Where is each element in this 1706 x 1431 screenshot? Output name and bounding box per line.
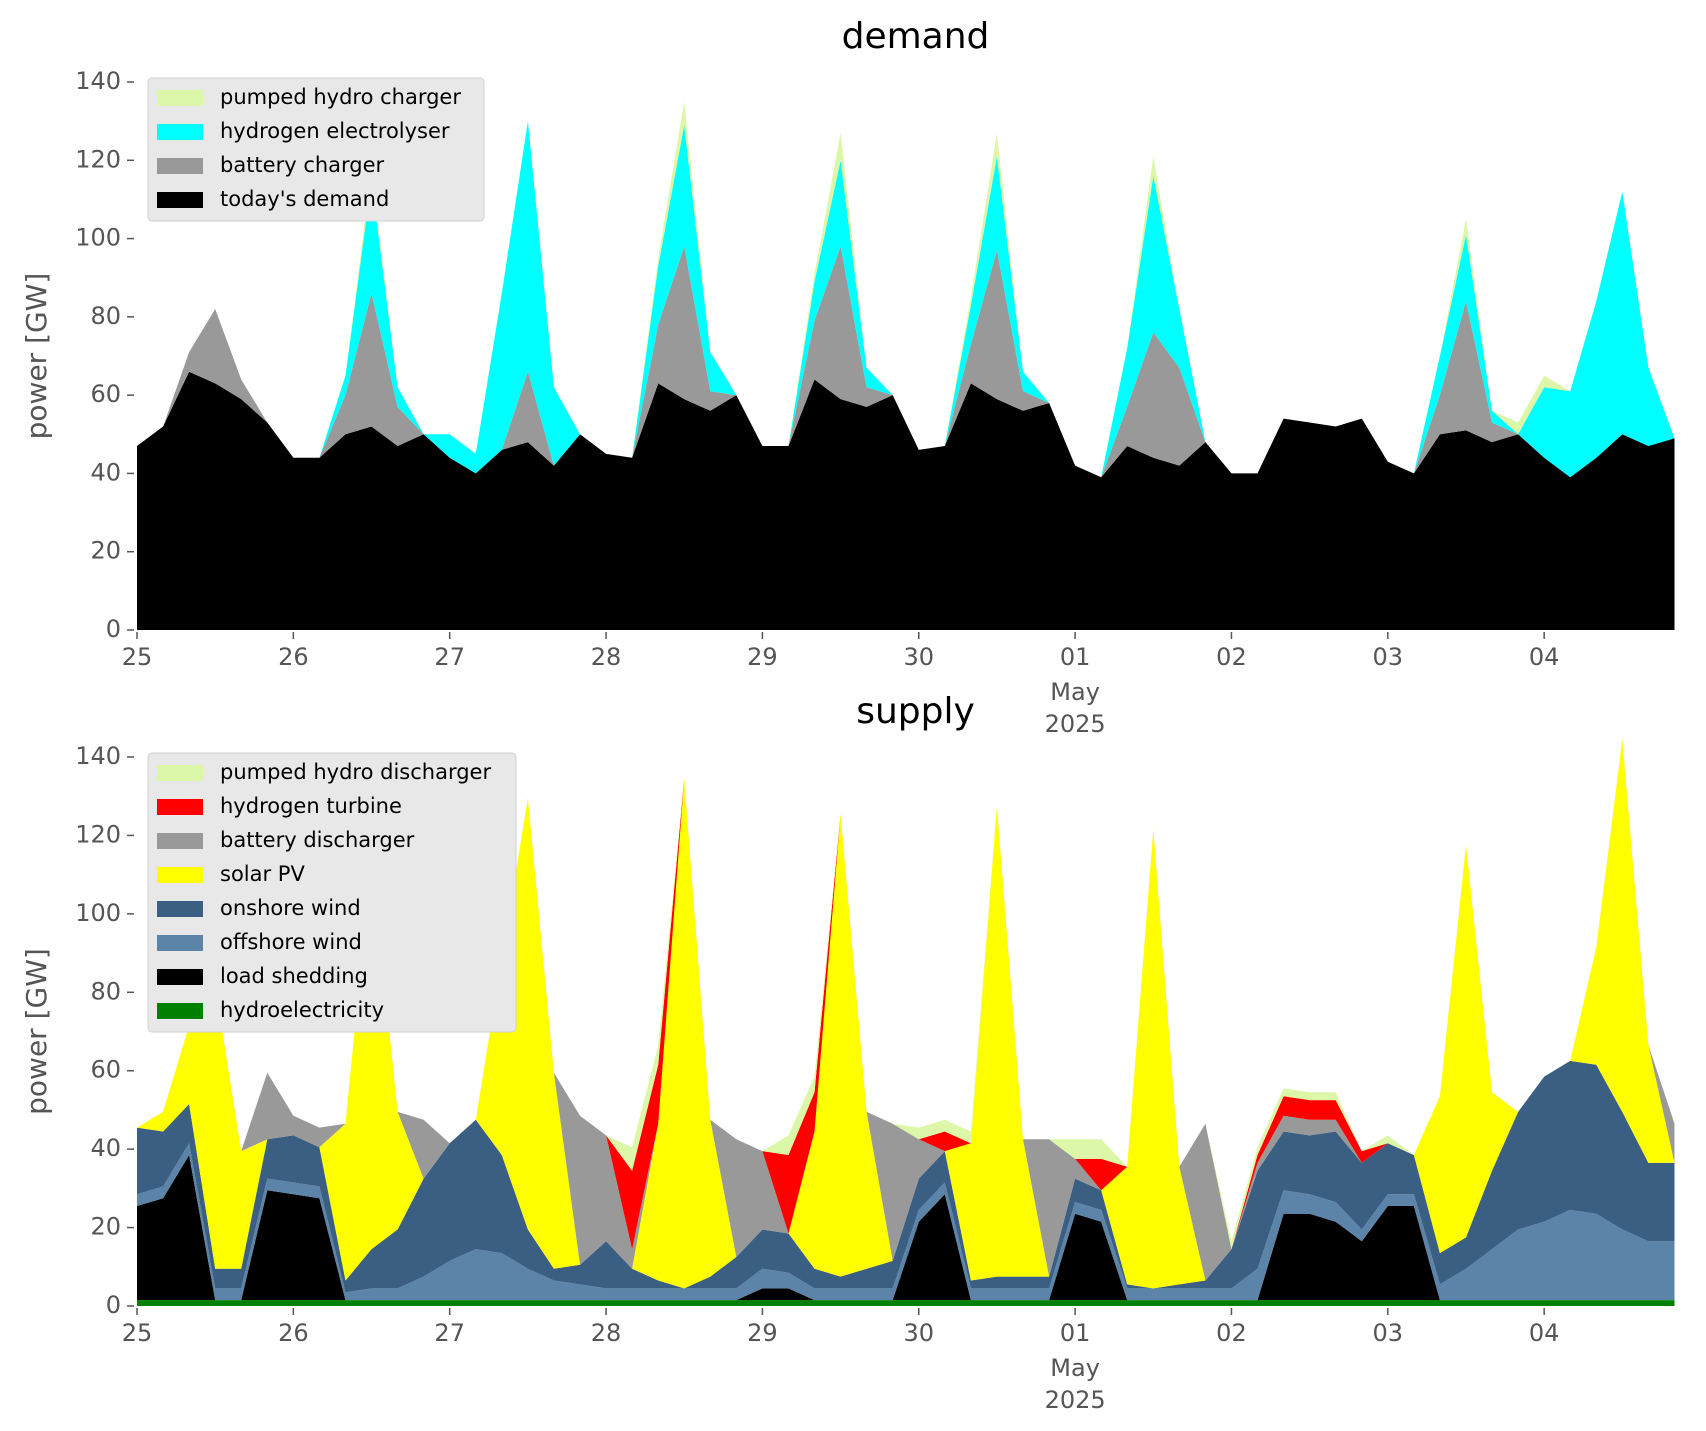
- x-tick-label: 27: [434, 643, 465, 671]
- area: [137, 246, 1675, 478]
- x-tick-label: 02: [1216, 1319, 1247, 1347]
- x-date-label: May: [1050, 1354, 1100, 1382]
- y-tick-label: 140: [75, 67, 121, 95]
- y-tick-label: 120: [75, 145, 121, 173]
- legend-swatch: [157, 90, 203, 106]
- area: [137, 371, 1675, 630]
- legend-label: hydrogen electrolyser: [220, 119, 450, 143]
- x-tick-label: 28: [591, 1319, 622, 1347]
- legend-label: solar PV: [220, 862, 305, 886]
- area: [137, 1155, 1675, 1301]
- legend-box: [147, 752, 517, 1033]
- x-tick-label: 25: [122, 1319, 153, 1347]
- x-tick-label: 26: [278, 1319, 309, 1347]
- legend-box: [147, 77, 485, 222]
- y-tick-label: 100: [75, 899, 121, 927]
- y-tick-label: 120: [75, 820, 121, 848]
- x-date-label: 2025: [1045, 710, 1106, 738]
- x-tick-label: 29: [747, 1319, 778, 1347]
- y-tick-label: 140: [75, 742, 121, 770]
- area: [137, 121, 1675, 478]
- legend-label: battery charger: [220, 153, 385, 177]
- legend-label: pumped hydro charger: [220, 85, 461, 109]
- legend-swatch: [157, 833, 203, 849]
- x-tick-label: 04: [1529, 643, 1560, 671]
- x-tick-label: 28: [591, 643, 622, 671]
- legend-label: battery discharger: [220, 828, 415, 852]
- x-tick-label: 27: [434, 1319, 465, 1347]
- area: [137, 739, 1675, 1281]
- legend-label: today's demand: [220, 187, 389, 211]
- y-tick-label: 40: [90, 458, 121, 486]
- y-tick-label: 0: [106, 615, 121, 643]
- area: [137, 1143, 1675, 1301]
- legend-swatch: [157, 192, 203, 208]
- y-axis-label: power [GW]: [20, 273, 53, 440]
- legend-swatch: [157, 765, 203, 781]
- x-tick-label: 30: [903, 643, 934, 671]
- y-axis-label: power [GW]: [20, 948, 53, 1115]
- x-tick-label: 03: [1373, 1319, 1404, 1347]
- y-tick-label: 20: [90, 537, 121, 565]
- x-tick-label: 02: [1216, 643, 1247, 671]
- area: [137, 1060, 1675, 1293]
- x-date-label: May: [1050, 678, 1100, 706]
- x-tick-label: 01: [1060, 643, 1091, 671]
- chart-title: supply: [856, 691, 975, 732]
- legend-swatch: [157, 158, 203, 174]
- area: [137, 739, 1675, 1289]
- x-tick-label: 04: [1529, 1319, 1560, 1347]
- legend-swatch: [157, 969, 203, 985]
- y-tick-label: 80: [90, 302, 121, 330]
- x-tick-label: 25: [122, 643, 153, 671]
- x-tick-label: 29: [747, 643, 778, 671]
- x-tick-label: 26: [278, 643, 309, 671]
- legend-label: hydroelectricity: [220, 998, 384, 1022]
- area: [137, 1300, 1675, 1306]
- y-tick-label: 0: [106, 1291, 121, 1319]
- y-tick-label: 40: [90, 1134, 121, 1162]
- y-tick-label: 60: [90, 380, 121, 408]
- legend-label: load shedding: [220, 964, 368, 988]
- y-tick-label: 80: [90, 977, 121, 1005]
- y-tick-label: 20: [90, 1213, 121, 1241]
- chart-title: demand: [842, 16, 990, 57]
- x-tick-label: 03: [1373, 643, 1404, 671]
- legend-label: pumped hydro discharger: [220, 760, 491, 784]
- x-date-label: 2025: [1045, 1386, 1106, 1414]
- x-tick-label: 01: [1060, 1319, 1091, 1347]
- legend-label: hydrogen turbine: [220, 794, 402, 818]
- y-tick-label: 60: [90, 1056, 121, 1084]
- x-tick-label: 30: [903, 1319, 934, 1347]
- legend-swatch: [157, 901, 203, 917]
- legend-swatch: [157, 935, 203, 951]
- legend-swatch: [157, 799, 203, 815]
- legend-swatch: [157, 867, 203, 883]
- legend-label: onshore wind: [220, 896, 361, 920]
- legend-swatch: [157, 124, 203, 140]
- y-tick-label: 100: [75, 224, 121, 252]
- legend-swatch: [157, 1003, 203, 1019]
- legend-label: offshore wind: [220, 930, 362, 954]
